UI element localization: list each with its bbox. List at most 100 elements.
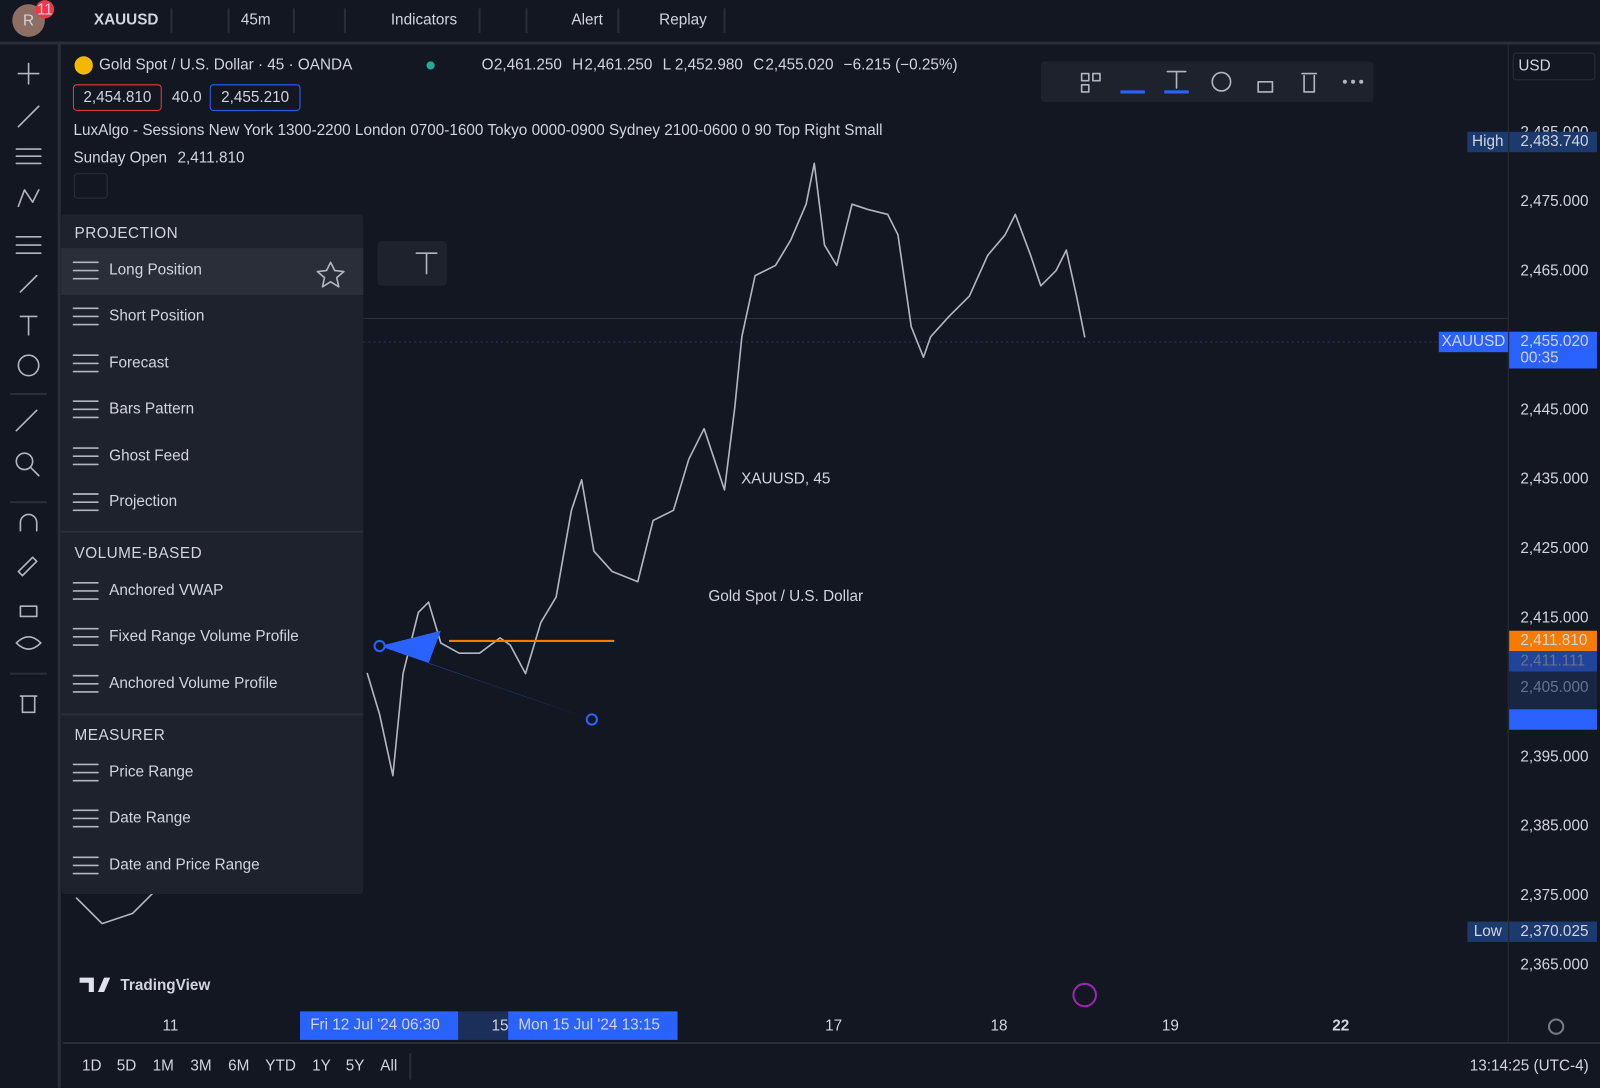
range-button[interactable]: 1M	[153, 1057, 174, 1074]
time-cursor	[508, 1011, 678, 1040]
symbol-search[interactable]: XAUUSD	[94, 12, 159, 29]
more-dot[interactable]	[1359, 79, 1364, 84]
range-button[interactable]: 5Y	[346, 1057, 365, 1074]
time-cursor-text: Mon 15 Jul '24 13:15	[518, 1017, 660, 1034]
ohlc-value: 2,455.020	[765, 56, 833, 73]
drawing-menu	[61, 214, 364, 895]
last-price: 2,455.020	[1520, 333, 1588, 350]
currency-select	[1512, 52, 1596, 81]
menu-item[interactable]: Short Position	[109, 307, 204, 324]
sunday-open-label: Sunday Open	[73, 149, 167, 166]
price-label	[1509, 630, 1597, 652]
menu-item-icon	[72, 809, 99, 828]
range-button[interactable]: 1D	[82, 1057, 102, 1074]
countdown: 00:35	[1520, 349, 1558, 366]
range-button[interactable]: All	[380, 1057, 397, 1074]
favorite-star[interactable]	[316, 261, 345, 288]
menu-item[interactable]: Fixed Range Volume Profile	[109, 628, 299, 645]
notification-badge	[35, 0, 55, 19]
range-button[interactable]: 1Y	[312, 1057, 331, 1074]
clock[interactable]: 13:14:25 (UTC-4)	[1470, 1057, 1589, 1074]
brand: TradingView	[120, 977, 210, 994]
menu-item-icon	[72, 354, 99, 373]
menu-item[interactable]: Anchored VWAP	[109, 582, 223, 599]
menu-section-title: VOLUME-BASED	[74, 545, 202, 562]
last-price-label	[1509, 331, 1597, 369]
ohlc-value: 2,452.980	[675, 56, 743, 73]
arrow-handle[interactable]	[585, 713, 598, 726]
price-tag-text: High	[1472, 133, 1503, 150]
range-button[interactable]: 5D	[117, 1057, 137, 1074]
menu-section-title: MEASURER	[74, 727, 165, 744]
replay-button[interactable]: Replay	[659, 12, 707, 29]
menu-item[interactable]: Anchored Volume Profile	[109, 675, 277, 692]
menu-item[interactable]: Price Range	[109, 764, 193, 781]
menu-item-icon	[72, 400, 99, 419]
range-button[interactable]: 6M	[228, 1057, 249, 1074]
price-label-text: 2,411.810	[1520, 632, 1587, 649]
top-bar	[0, 0, 1600, 41]
price-label	[1509, 921, 1597, 942]
text-tool-float	[377, 240, 447, 286]
interval[interactable]: 45m	[241, 12, 271, 29]
price-label	[1509, 709, 1597, 730]
menu-section-title: PROJECTION	[74, 225, 178, 242]
menu-item-icon	[72, 261, 99, 280]
menu-item[interactable]: Date and Price Range	[109, 856, 260, 873]
brand-logo	[79, 977, 111, 992]
menu-item-hover	[61, 248, 364, 296]
time-tick: 18	[990, 1018, 1007, 1035]
menu-item-icon	[72, 307, 99, 326]
time-tick: 19	[1162, 1018, 1179, 1035]
time-tick: 22	[1332, 1018, 1349, 1035]
ask: 2,455.210	[221, 89, 289, 106]
price-tag	[1467, 131, 1509, 153]
time-range-highlight	[458, 1011, 509, 1040]
price-tick: 2,395.000	[1520, 748, 1588, 765]
indicators-button[interactable]: Indicators	[391, 12, 458, 29]
menu-item-icon	[72, 447, 99, 466]
more-dot[interactable]	[1342, 79, 1347, 84]
price-tick: 2,385.000	[1520, 818, 1588, 835]
indicator-name: LuxAlgo - Sessions New York 1300-2200 Lo…	[73, 122, 882, 139]
menu-item[interactable]: Long Position	[109, 262, 202, 279]
ohlc-value: 2,461.250	[494, 56, 562, 73]
range-button[interactable]: YTD	[265, 1057, 296, 1074]
menu-item[interactable]: Ghost Feed	[109, 447, 189, 464]
menu-item[interactable]: Date Range	[109, 810, 191, 827]
collapse-button	[73, 173, 108, 199]
time-tick: 17	[825, 1018, 842, 1035]
menu-item[interactable]: Forecast	[109, 354, 169, 371]
bid-box	[72, 84, 162, 111]
price-tick: 2,365.000	[1520, 956, 1588, 973]
text-icon[interactable]	[415, 252, 438, 275]
badge-count: 11	[37, 1, 53, 18]
ohlc-value: 2,461.250	[584, 56, 652, 73]
price-tag-text: Low	[1474, 923, 1503, 940]
legend-title: Gold Spot / U.S. Dollar · 45 · OANDA	[99, 56, 353, 73]
symbol-tag	[1438, 331, 1509, 353]
price-tick: 2,425.000	[1520, 540, 1588, 557]
price-tick: 2,435.000	[1520, 471, 1588, 488]
spread: 40.0	[172, 89, 202, 106]
ohlc-key: L	[663, 56, 672, 73]
menu-item-icon	[72, 581, 99, 600]
price-path	[366, 162, 1086, 777]
alert-button[interactable]: Alert	[571, 12, 603, 29]
settings-icon[interactable]	[1547, 1018, 1565, 1035]
menu-item[interactable]: Projection	[109, 493, 177, 510]
bid: 2,454.810	[83, 89, 151, 106]
price-label-text: 2,370.025	[1520, 923, 1588, 940]
alert-icon[interactable]	[1072, 982, 1097, 1008]
market-open-dot	[426, 61, 435, 70]
more-dot[interactable]	[1351, 79, 1356, 84]
avatar-letter[interactable]: R	[23, 13, 34, 30]
ohlc-key: C	[753, 56, 764, 73]
tool-icons[interactable]	[15, 62, 42, 714]
ohlc-key: O	[482, 56, 494, 73]
range-button[interactable]: 3M	[190, 1057, 211, 1074]
arrow-handle[interactable]	[373, 639, 386, 653]
ask-box	[209, 84, 301, 111]
menu-item[interactable]: Bars Pattern	[109, 400, 194, 417]
toolbar-icons[interactable]	[1080, 70, 1318, 93]
